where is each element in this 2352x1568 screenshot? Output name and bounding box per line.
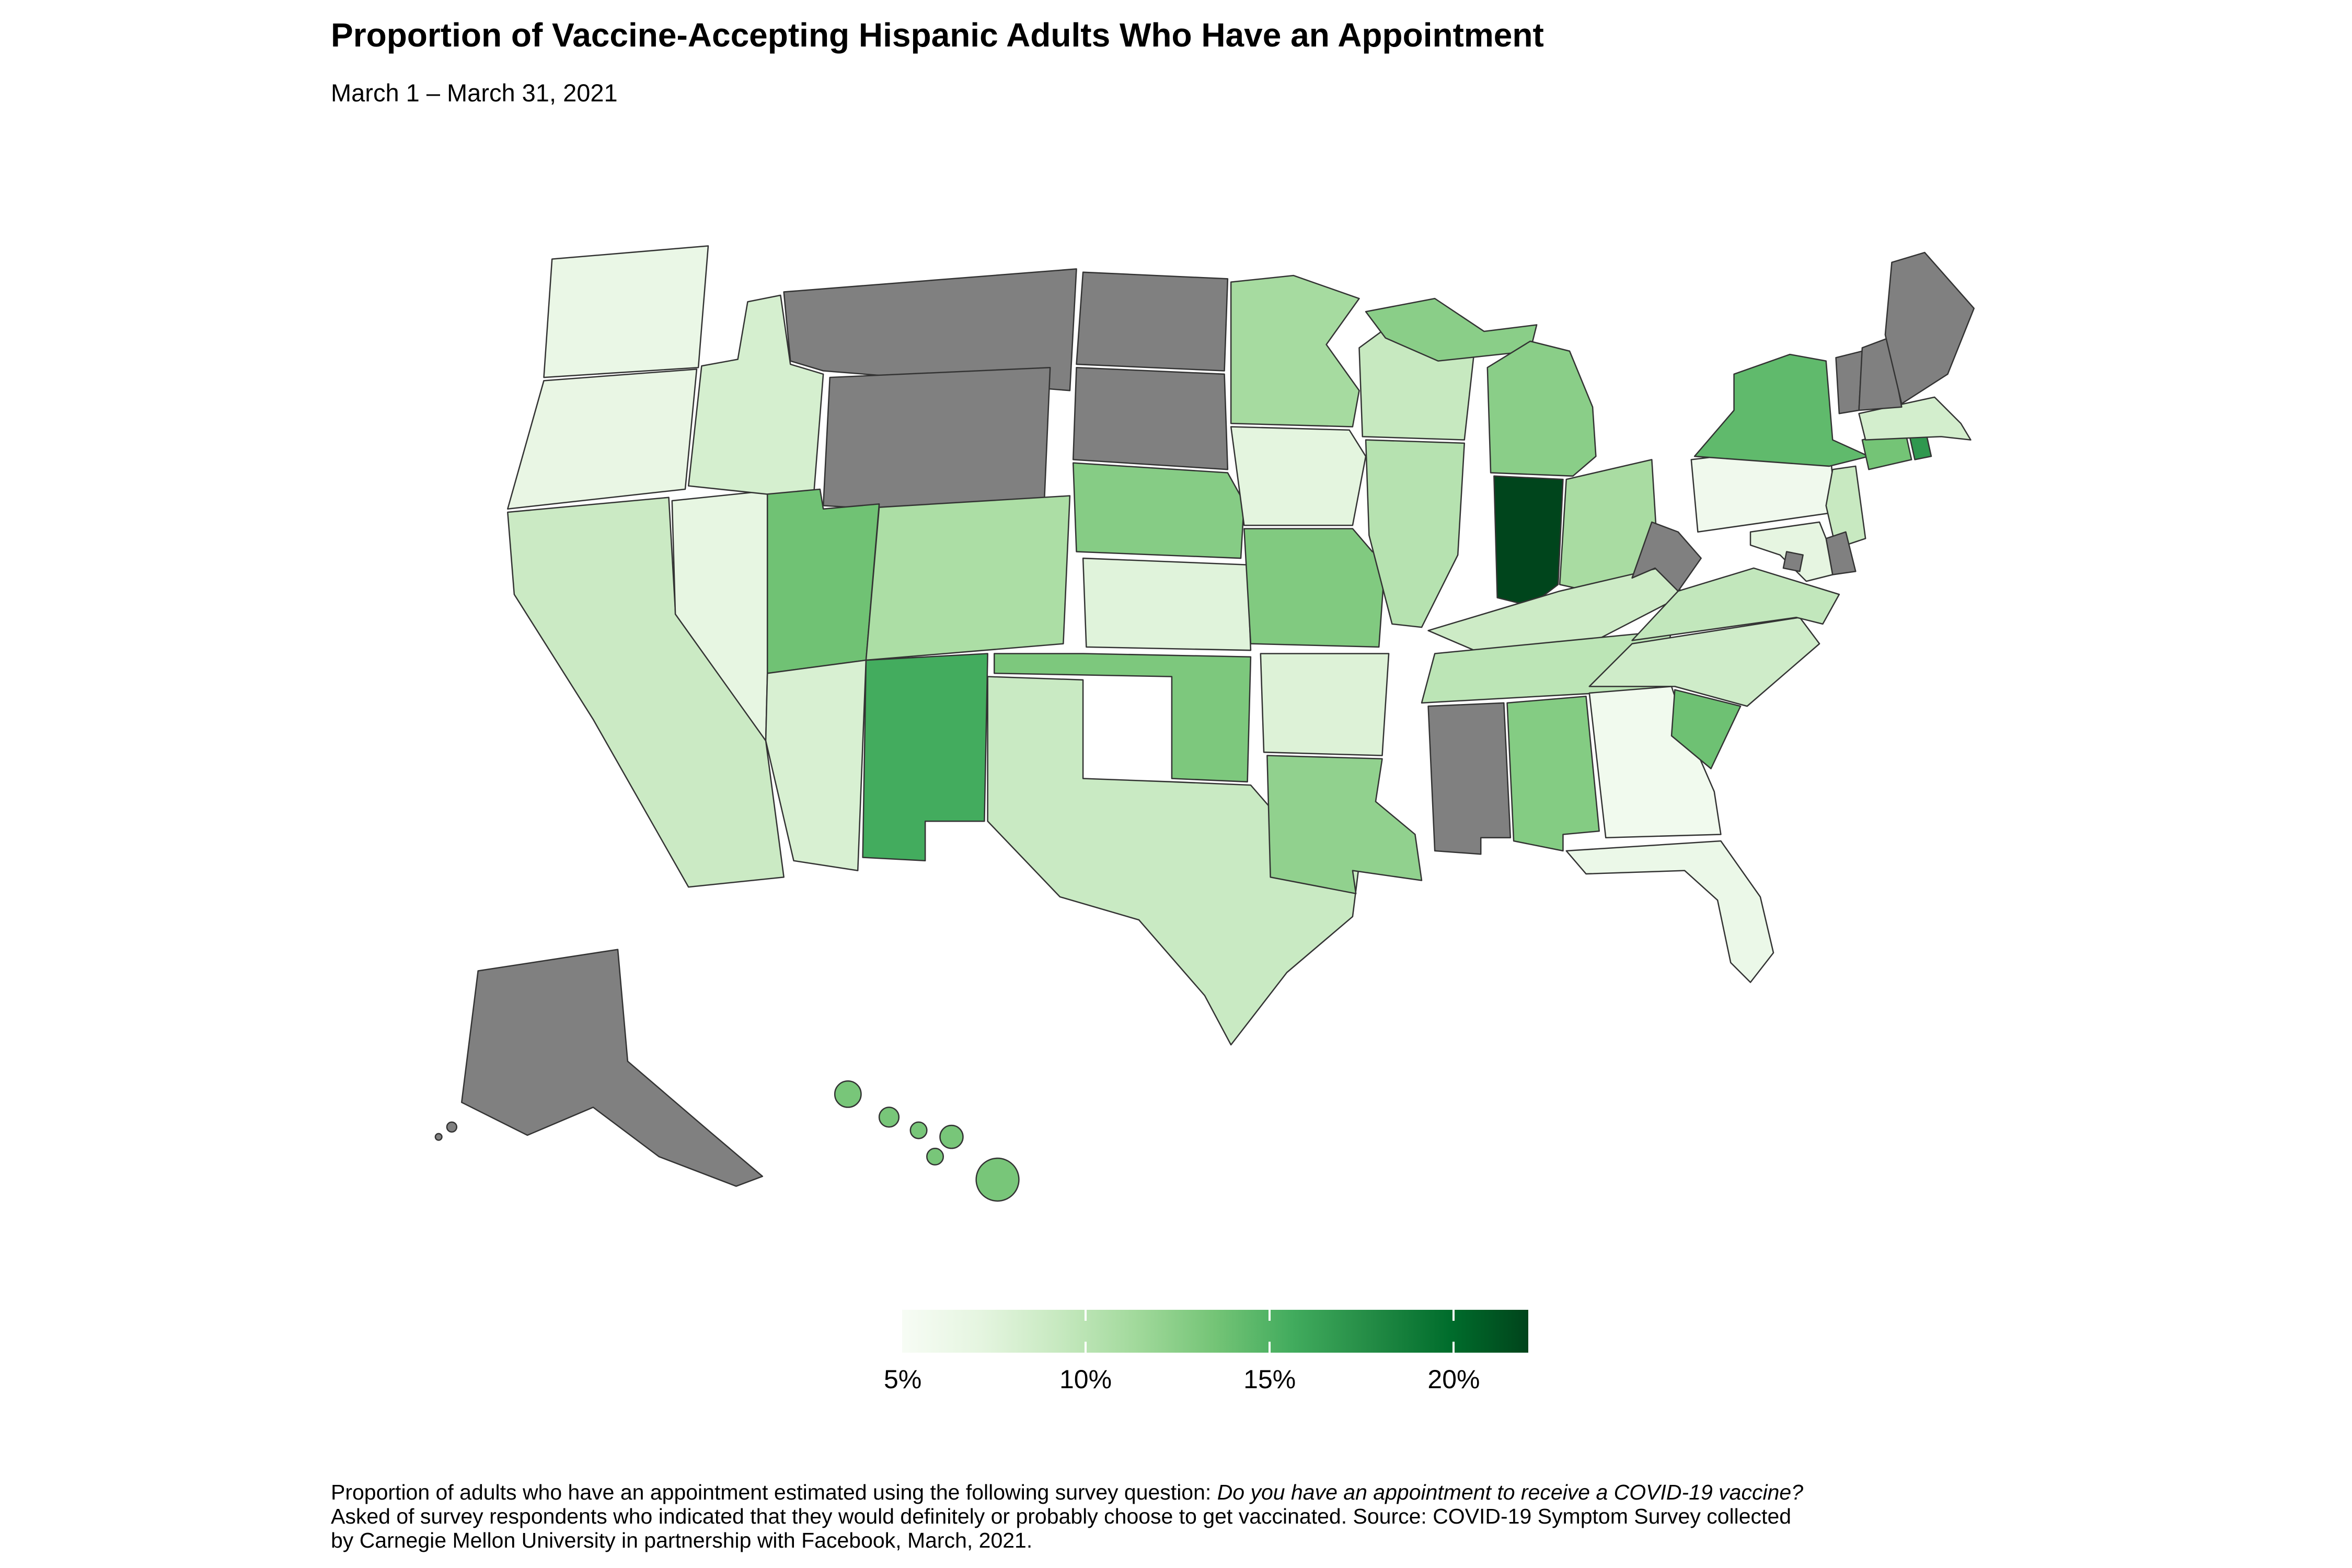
state-texas [987,676,1360,1046]
caption-text: Proportion of adults who have an appoint… [331,1480,1217,1504]
state-oregon [507,368,698,510]
state-illinois [1365,439,1466,628]
state-idaho [688,294,824,500]
caption-line: Asked of survey respondents who indicate… [331,1504,2212,1528]
chart-subtitle: March 1 – March 31, 2021 [331,79,618,107]
chart-title: Proportion of Vaccine-Accepting Hispanic… [331,16,1544,54]
state-minnesota [1230,274,1360,428]
state-shapes [434,245,1975,1202]
legend-gradient-bar [902,1310,1528,1353]
state-iowa [1230,426,1367,526]
state-florida [1565,840,1774,983]
state-utah [766,488,880,674]
color-legend: 5% 10% 15% 20% [884,1310,1528,1394]
caption-line: by Carnegie Mellon University in partner… [331,1528,2212,1552]
hawaii-island-hawaii [975,1157,1020,1202]
state-north-carolina [1588,617,1820,707]
state-kansas [1082,557,1252,651]
alaska-aleutian-island [446,1121,458,1133]
state-new-jersey [1825,465,1866,549]
state-missouri [1243,528,1387,648]
state-alabama [1506,696,1600,852]
state-maine [1884,251,1975,405]
caption-survey-question: Do you have an appointment to receive a … [1217,1480,1803,1504]
state-virginia [1631,567,1840,641]
legend-tick-mark [1269,1310,1271,1321]
state-arizona [765,659,867,871]
state-nebraska [1072,462,1245,559]
state-alaska-inset [460,949,764,1187]
state-wyoming [822,366,1051,520]
legend-tick-label: 20% [1427,1365,1480,1394]
state-district-of-columbia [1782,551,1804,572]
map-svg [434,245,1975,1202]
state-south-carolina [1670,689,1742,769]
caption-text: by Carnegie Mellon University in partner… [331,1528,1033,1552]
legend-tick-mark [1085,1310,1087,1321]
caption-line: Proportion of adults who have an appoint… [331,1480,2212,1504]
legend-tick-label: 10% [1059,1365,1112,1394]
state-arkansas [1260,653,1390,756]
state-west-virginia [1631,521,1702,592]
state-michigan-upper-peninsula [1365,297,1538,362]
caption: Proportion of adults who have an appoint… [331,1480,2212,1552]
legend-tick-mark [1452,1342,1455,1353]
legend-tick-mark [1085,1342,1087,1353]
state-mississippi [1427,702,1512,855]
state-michigan [1486,340,1597,477]
state-oklahoma [994,653,1252,783]
legend-tick-mark [1452,1310,1455,1321]
state-colorado [865,495,1071,661]
hawaii-island-oahu [878,1106,900,1128]
hawaii-island-kauai [834,1080,862,1108]
legend-tick-label: 15% [1243,1365,1296,1394]
state-vermont [1835,350,1863,414]
alaska-aleutian-island [434,1133,443,1141]
us-choropleth-map [387,206,2049,1226]
hawaii-island-maui [939,1124,964,1149]
state-california [507,497,785,888]
state-south-dakota [1072,366,1229,470]
state-indiana [1493,475,1564,607]
state-maryland [1749,521,1834,582]
state-north-dakota [1076,271,1229,372]
legend-tick-mark [1269,1342,1271,1353]
hawaii-island-lanai [926,1147,944,1166]
hawaii-island-molokai [909,1121,928,1139]
caption-text: Asked of survey respondents who indicate… [331,1504,1792,1528]
state-new-mexico [862,653,988,862]
legend-tick-label: 5% [884,1365,922,1394]
state-louisiana [1266,755,1423,894]
state-washington [543,245,709,378]
